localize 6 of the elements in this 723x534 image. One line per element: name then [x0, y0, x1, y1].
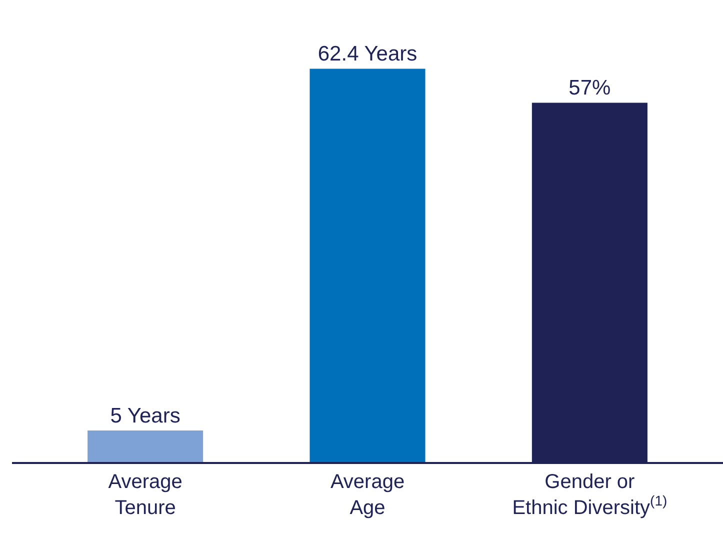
data-label: 5 Years [110, 404, 180, 428]
x-tick-label: Gender or Ethnic Diversity$^{(1)}$ [512, 471, 668, 519]
x-tick-label: Average Tenure [108, 471, 182, 519]
x-tick-label: Average Age [330, 471, 405, 519]
data-label: 62.4 Years [318, 42, 418, 66]
data-label: 57% [568, 76, 611, 100]
